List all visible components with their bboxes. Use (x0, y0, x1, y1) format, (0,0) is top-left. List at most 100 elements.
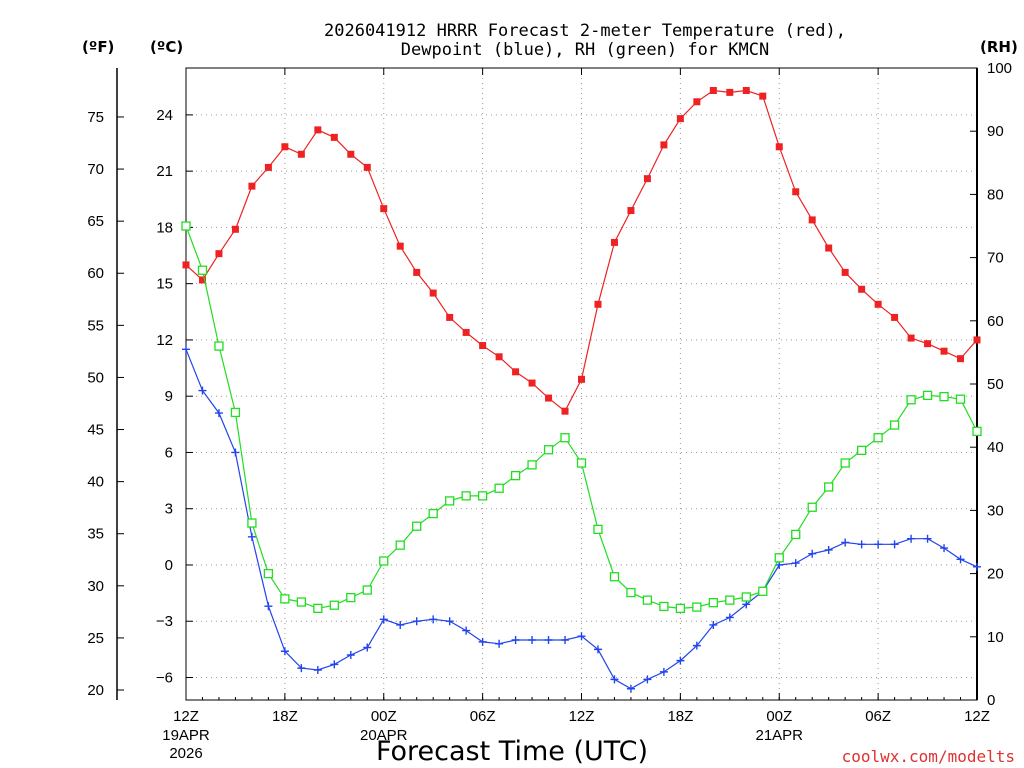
temperature-point (182, 261, 190, 269)
rh-point (675, 603, 686, 614)
dewpoint-point (874, 540, 883, 549)
rh-point (362, 585, 372, 595)
rh-point (824, 482, 834, 492)
temperature-point (231, 225, 239, 233)
time-year-label: 2026 (169, 745, 202, 762)
rh-point (708, 598, 718, 608)
time-tick-label: 12Z (569, 708, 595, 725)
rh-point (560, 433, 570, 443)
temperature-point (907, 334, 915, 342)
rh-tick-label: 20 (987, 566, 1004, 583)
dewpoint-point (346, 650, 355, 659)
dewpoint-point (610, 675, 619, 684)
rh-point (576, 458, 587, 468)
dewpoint-point (973, 562, 981, 571)
dewpoint-point (593, 645, 602, 654)
rh-axis-header: (RH) (980, 38, 1018, 56)
dewpoint-point (182, 345, 190, 354)
rh-point (197, 265, 208, 275)
rh-point (247, 518, 257, 528)
temperature-point (627, 207, 635, 215)
temperature-point (413, 268, 421, 276)
dewpoint-point (280, 647, 289, 656)
time-date-label: 19APR (162, 727, 210, 744)
rh-point (955, 394, 966, 404)
time-date-label: 21APR (755, 727, 803, 744)
celsius-tick-label: 21 (156, 163, 173, 180)
dewpoint-point (396, 620, 405, 629)
temperature-point (561, 407, 569, 415)
celsius-tick-label: 12 (156, 332, 173, 349)
dewpoint-point (214, 409, 223, 418)
dewpoint-point (330, 660, 339, 669)
series-rh (181, 221, 982, 614)
temperature-point (759, 92, 767, 100)
time-tick-label: 06Z (865, 708, 891, 725)
dewpoint-point (824, 545, 833, 554)
temperature-point (709, 87, 717, 95)
temperature-point (462, 328, 470, 336)
time-tick-label: 00Z (766, 708, 792, 725)
dewpoint-point (725, 613, 734, 622)
dewpoint-point (808, 549, 817, 558)
dewpoint-point (231, 448, 240, 457)
rh-point (609, 572, 620, 582)
temperature-point (479, 342, 487, 350)
rh-point (428, 508, 438, 519)
rh-point (626, 587, 636, 598)
celsius-tick-label: 18 (156, 219, 173, 236)
temperature-point (363, 163, 371, 171)
celsius-tick-label: −6 (156, 669, 173, 686)
rh-tick-label: 50 (987, 376, 1004, 393)
temperature-point (264, 163, 272, 171)
temperature-point (545, 394, 553, 402)
rh-point (445, 496, 455, 506)
rh-point (593, 524, 603, 535)
time-tick-label: 18Z (272, 708, 298, 725)
rh-tick-label: 0 (987, 692, 995, 709)
temperature-point (248, 182, 256, 190)
rh-point (263, 568, 274, 579)
temperature-point (610, 238, 618, 246)
series-temperature (182, 87, 981, 415)
celsius-tick-label: 15 (156, 276, 173, 293)
temperature-point (891, 313, 899, 321)
dewpoint-point (577, 632, 586, 641)
dewpoint-point (198, 386, 207, 395)
dewpoint-point (297, 664, 306, 673)
temperature-point (446, 313, 454, 321)
temperature-point (578, 375, 585, 383)
fahrenheit-tick-label: 50 (87, 369, 104, 386)
time-tick-label: 06Z (470, 708, 496, 725)
dewpoint-point (956, 555, 965, 564)
fahrenheit-tick-label: 60 (87, 265, 104, 282)
dewpoint-point (429, 615, 438, 624)
dewpoint-point (676, 656, 685, 665)
temperature-point (215, 250, 223, 258)
temperature-point (825, 244, 833, 252)
series-dewpoint (182, 345, 981, 693)
time-tick-label: 12Z (964, 708, 990, 725)
dewpoint-point (511, 635, 520, 644)
temperature-point (660, 141, 668, 149)
watermark: coolwx.com/modelts (842, 747, 1015, 766)
temperature-point (297, 150, 305, 158)
fahrenheit-tick-label: 45 (87, 422, 104, 439)
dewpoint-point (379, 615, 388, 624)
rh-tick-label: 40 (987, 439, 1004, 456)
rh-point (774, 553, 784, 563)
temperature-point (742, 87, 750, 95)
rh-point (741, 592, 751, 602)
dewpoint-point (561, 635, 570, 644)
fahrenheit-axis-header: (ºF) (82, 38, 114, 56)
temperature-point (512, 368, 520, 376)
rh-point (461, 491, 471, 501)
dewpoint-point (544, 635, 553, 644)
rh-point (906, 395, 916, 405)
fahrenheit-tick-label: 35 (87, 526, 104, 543)
temperature-point (594, 300, 602, 308)
rh-point (510, 470, 521, 481)
temperature-point (874, 300, 882, 308)
